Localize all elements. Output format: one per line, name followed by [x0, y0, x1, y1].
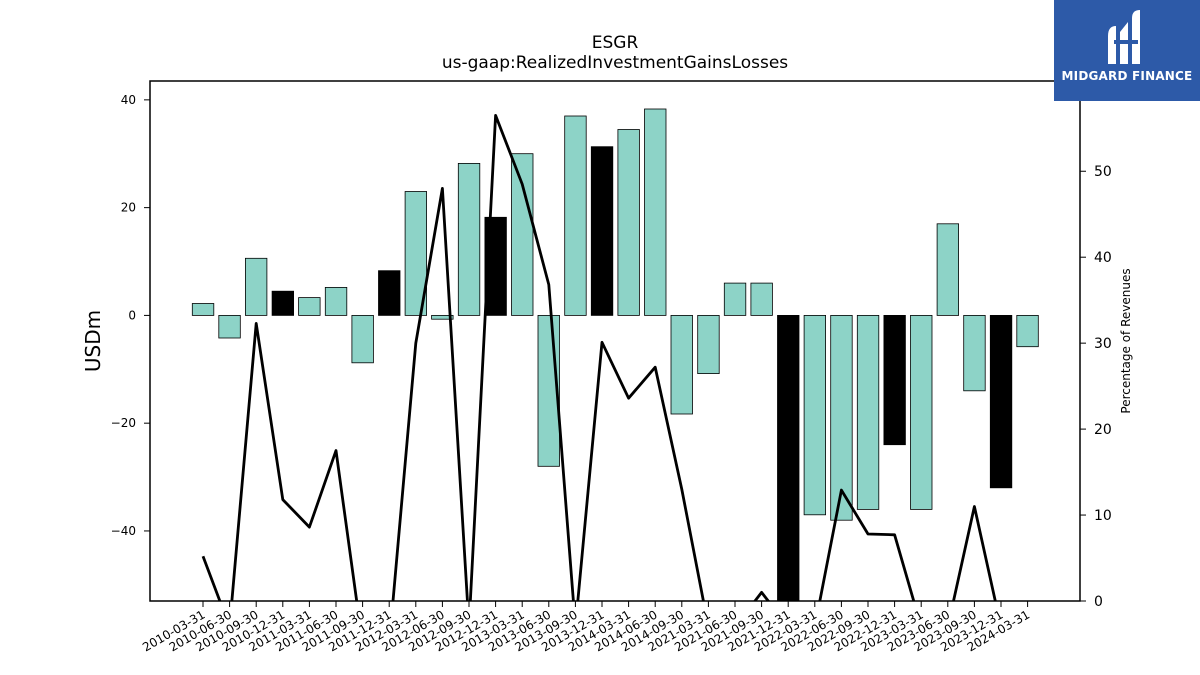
bar-2014-09-30 [670, 314, 693, 415]
bar-2022-12-31 [883, 314, 906, 446]
y2-axis-label: Percentage of Revenues [1119, 268, 1133, 413]
bar-2021-03-31 [697, 314, 720, 374]
chart-subtitle: us-gaap:RealizedInvestmentGainsLosses [442, 53, 788, 73]
bar-2024-03-31 [1016, 314, 1039, 348]
bar-2023-03-31 [910, 314, 933, 510]
y2-axis: 6050403020100 [1080, 78, 1112, 610]
y-tick-label: −40 [111, 524, 136, 538]
line-layer [201, 114, 997, 601]
bar-2010-03-31 [191, 303, 215, 316]
bar-2022-06-30 [830, 314, 853, 521]
bar-2010-12-31 [271, 290, 295, 316]
chart-title: ESGR [592, 33, 639, 53]
logo-mark-icon [1108, 10, 1140, 64]
logo-text: MIDGARD FINANCE [1061, 69, 1193, 83]
y-tick-label: 40 [121, 93, 136, 107]
y2-tick-label: 50 [1094, 164, 1112, 180]
bar-2022-09-30 [856, 314, 880, 510]
midgard-finance-logo: MIDGARD FINANCE [1054, 0, 1200, 101]
y-tick-label: 20 [121, 201, 136, 215]
bar-2011-12-31 [378, 270, 401, 316]
bar-2012-09-30 [457, 162, 481, 316]
bar-2011-09-30 [351, 314, 374, 364]
y2-tick-label: 10 [1094, 508, 1112, 524]
y-tick-label: 0 [128, 308, 136, 322]
percentage-of-revenues-line [201, 114, 997, 601]
bar-2014-03-31 [617, 129, 640, 316]
bar-2011-03-31 [298, 297, 321, 316]
y2-tick-label: 40 [1094, 250, 1112, 266]
bar-2013-12-31 [590, 146, 614, 316]
bar-2013-09-30 [564, 115, 587, 316]
y2-tick-label: 20 [1094, 422, 1112, 438]
y2-tick-label: 30 [1094, 336, 1112, 352]
bar-2014-06-30 [644, 108, 667, 316]
bar-2013-03-31 [511, 153, 534, 316]
x-axis: 2010-03-312010-06-302010-09-302010-12-31… [140, 601, 1032, 654]
bar-2012-03-31 [404, 191, 428, 316]
y-axis: 40 20 0 −20 −40 [111, 93, 150, 538]
y2-tick-label: 0 [1094, 594, 1103, 610]
y-tick-label: −20 [111, 416, 136, 430]
bar-2012-06-30 [431, 314, 454, 320]
bar-2011-06-30 [324, 286, 348, 316]
bar-2022-03-31 [803, 314, 826, 516]
bar-2023-12-31 [989, 314, 1013, 489]
bars-layer [191, 108, 1039, 602]
bar-2021-09-30 [750, 282, 773, 316]
bar-2021-06-30 [723, 282, 747, 316]
y-axis-label: USDm [81, 310, 105, 372]
bar-2010-09-30 [244, 257, 268, 316]
bar-2023-09-30 [963, 314, 986, 392]
bar-2023-06-30 [936, 223, 959, 316]
bar-2010-06-30 [218, 314, 241, 339]
bar-2021-12-31 [777, 314, 800, 602]
plot-frame [149, 80, 1081, 602]
